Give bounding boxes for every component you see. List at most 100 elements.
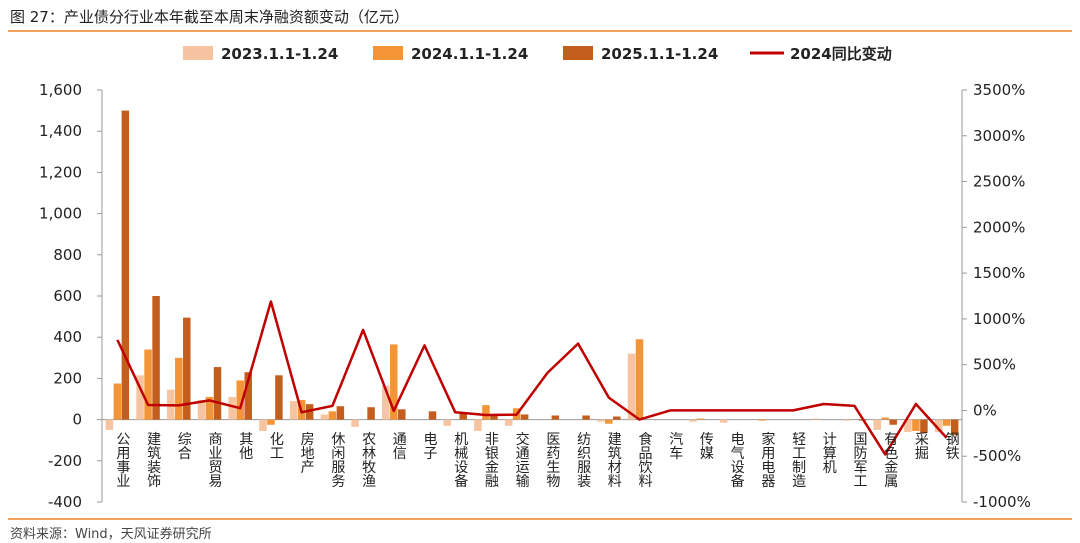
bar-2025-有色金属 — [889, 419, 897, 425]
bar-2025-休闲服务 — [336, 406, 345, 420]
right-tick-label: 3500% — [973, 81, 1025, 99]
category-label: 其他 — [237, 432, 253, 461]
bar-2024-其他 — [236, 380, 244, 420]
left-tick-label: 1,000 — [39, 205, 82, 223]
chart: 2023.1.1-1.24 2024.1.1-1.24 2025.1.1-1.24 2… — [39, 45, 1031, 511]
legend: 2023.1.1-1.24 2024.1.1-1.24 2025.1.1-1.24 2… — [183, 45, 892, 63]
bar-2023-建筑装饰 — [136, 375, 144, 420]
right-tick-label: 2000% — [973, 218, 1025, 236]
bar-2025-纺织服装 — [582, 415, 590, 420]
bar-2023-休闲服务 — [320, 414, 329, 420]
bar-2025-建筑装饰 — [152, 296, 160, 420]
right-tick-label: 2500% — [973, 173, 1025, 191]
category-label: 电子 — [422, 432, 438, 460]
bar-2025-商业贸易 — [213, 367, 222, 420]
legend-swatch-0 — [183, 46, 213, 60]
bar-2023-公用事业 — [105, 419, 114, 430]
right-tick-label: -1000% — [973, 493, 1031, 511]
bar-2023-计算机 — [812, 418, 820, 420]
legend-swatch-1 — [373, 46, 403, 60]
bar-2023-国防军工 — [842, 419, 851, 421]
left-tick-label: 400 — [53, 328, 82, 346]
legend-swatch-2 — [563, 46, 593, 60]
category-label: 有色金属 — [882, 432, 898, 488]
category-label: 建筑装饰 — [145, 432, 161, 488]
bar-2024-休闲服务 — [328, 411, 337, 420]
category-labels: 公用事业 建筑装饰 综合 商业贸易 其他 化工 房地产 休闲服务 农林牧渔 通信 电子 机械设备 非银金… — [114, 431, 959, 489]
category-label: 商业贸易 — [207, 432, 223, 488]
bar-2024-钢铁 — [942, 419, 951, 426]
category-label: 食品饮料 — [637, 431, 653, 488]
bar-2025-电子 — [428, 411, 437, 420]
bar-2024-家用电器 — [758, 419, 767, 421]
category-label: 化工 — [268, 432, 284, 460]
bar-2025-通信 — [398, 409, 406, 420]
left-tick-label: 1,600 — [39, 81, 82, 99]
category-label: 非银金融 — [483, 432, 499, 488]
bar-2024-通信 — [390, 344, 398, 420]
category-label: 采掘 — [913, 432, 929, 460]
left-tick-label: -400 — [48, 493, 82, 511]
bar-2023-有色金属 — [873, 419, 881, 430]
bar-2025-化工 — [275, 375, 283, 420]
category-label: 轻工制造 — [790, 432, 806, 489]
chart-title: 图 27：产业债分行业本年截至本周末净融资额变动（亿元） — [10, 8, 409, 26]
category-label: 医药生物 — [544, 432, 560, 489]
bar-2024-公用事业 — [113, 383, 122, 420]
bar-2023-传媒 — [689, 419, 697, 422]
yoy-change-line — [116, 300, 948, 456]
bars — [105, 110, 959, 436]
category-label: 机械设备 — [452, 432, 468, 488]
bar-2024-食品饮料 — [635, 339, 644, 420]
bar-2023-钢铁 — [934, 419, 943, 432]
category-label: 钢铁 — [944, 432, 960, 460]
bar-2025-公用事业 — [121, 110, 130, 420]
bar-2023-农林牧渔 — [351, 419, 359, 427]
footer-divider — [8, 518, 1072, 520]
category-label: 通信 — [391, 432, 407, 460]
right-tick-label: -500% — [973, 447, 1021, 465]
left-tick-label: 600 — [53, 287, 82, 305]
right-tick-label: 3000% — [973, 127, 1025, 145]
bar-2025-非银金融 — [490, 414, 498, 420]
bar-2024-建筑材料 — [605, 419, 613, 424]
category-label: 综合 — [176, 432, 192, 460]
bar-2023-其他 — [228, 396, 236, 420]
bar-2023-非银金融 — [474, 419, 482, 431]
bar-2025-交通运输 — [520, 414, 529, 420]
category-label: 房地产 — [299, 432, 315, 475]
bar-2024-非银金融 — [482, 405, 490, 420]
left-tick-label: 0 — [72, 411, 82, 429]
bar-2023-房地产 — [289, 401, 298, 420]
bar-2024-建筑装饰 — [144, 349, 152, 420]
bar-2024-有色金属 — [881, 417, 889, 420]
bar-2023-通信 — [382, 385, 390, 420]
bar-2023-机械设备 — [443, 419, 451, 426]
left-tick-label: -200 — [48, 452, 82, 470]
bar-2023-商业贸易 — [197, 400, 206, 420]
bar-2023-建筑材料 — [597, 419, 605, 422]
left-tick-label: 200 — [53, 369, 82, 387]
right-tick-label: 500% — [973, 356, 1016, 374]
bar-2024-化工 — [267, 419, 275, 425]
bar-2024-传媒 — [697, 418, 705, 420]
title-divider — [8, 30, 1072, 32]
bar-2023-食品饮料 — [627, 353, 636, 420]
bar-2024-商业贸易 — [205, 396, 214, 420]
category-label: 交通运输 — [514, 431, 530, 488]
category-label: 国防军工 — [852, 432, 868, 488]
category-label: 传媒 — [698, 432, 714, 460]
category-label: 农林牧渔 — [360, 432, 376, 488]
line-series — [116, 300, 948, 456]
right-tick-label: 1500% — [973, 264, 1025, 282]
bar-2025-医药生物 — [551, 415, 560, 420]
category-label: 纺织服装 — [575, 432, 591, 488]
bar-2025-采掘 — [920, 419, 928, 433]
bar-2023-交通运输 — [504, 419, 513, 426]
left-tick-label: 1,400 — [39, 122, 82, 140]
bar-2025-建筑材料 — [613, 416, 621, 420]
category-label: 休闲服务 — [329, 432, 345, 488]
legend-label-2: 2025.1.1-1.24 — [601, 45, 718, 63]
right-tick-label: 0% — [973, 401, 997, 419]
legend-label-3: 2024同比变动 — [790, 45, 892, 63]
